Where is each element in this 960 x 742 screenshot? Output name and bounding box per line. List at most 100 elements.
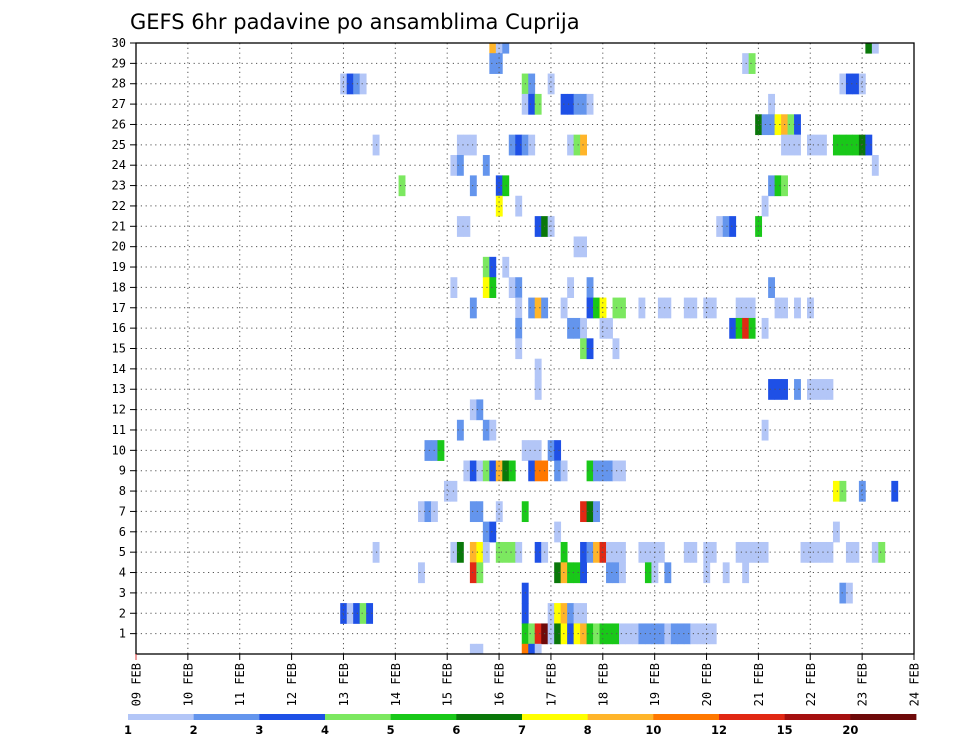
x-tick-label: 14 FEB <box>389 663 403 706</box>
heatmap-cell <box>845 541 853 563</box>
heatmap-cell <box>612 541 620 563</box>
y-tick-label: 5 <box>119 545 126 559</box>
y-tick-label: 22 <box>112 199 126 213</box>
colorbar-label: 15 <box>777 723 793 737</box>
heatmap-cell <box>469 134 477 156</box>
heatmap-cell <box>748 317 756 339</box>
x-tick-label: 13 FEB <box>337 663 351 706</box>
y-tick-label: 3 <box>119 586 126 600</box>
heatmap-cell <box>813 379 821 400</box>
heatmap-cell <box>768 175 776 197</box>
heatmap-cell <box>858 480 866 502</box>
y-tick-label: 19 <box>112 260 126 274</box>
heatmap-cell <box>768 114 776 136</box>
x-tick-label: 22 FEB <box>804 663 818 706</box>
x-tick-label: 15 FEB <box>441 663 455 706</box>
heatmap-cell <box>495 195 503 217</box>
heatmap-cell <box>456 419 464 441</box>
y-tick-label: 29 <box>112 56 126 70</box>
heatmap-cell <box>424 440 432 461</box>
heatmap-cell <box>683 541 691 563</box>
heatmap-cell <box>463 134 471 156</box>
heatmap-cell <box>748 53 756 74</box>
heatmap-cell <box>644 623 652 645</box>
x-tick-label: 23 FEB <box>856 663 870 706</box>
heatmap-cell <box>469 562 477 584</box>
heatmap-cell <box>463 460 471 482</box>
y-tick-label: 1 <box>119 627 126 641</box>
heatmap-cell <box>683 297 691 319</box>
heatmap-cell <box>456 155 464 176</box>
heatmap-cell <box>748 541 756 563</box>
x-tick-label: 18 FEB <box>596 663 610 706</box>
x-axis: 09 FEB 10 FEB 11 FEB 12 FEB 13 FEB 14 FEB 15 F… <box>130 654 922 706</box>
heatmap-cell <box>606 317 613 339</box>
heatmap-cells <box>340 43 899 655</box>
heatmap-cell <box>515 317 523 339</box>
heatmap-cell <box>567 134 575 156</box>
y-tick-label: 9 <box>119 464 126 478</box>
heatmap-cell <box>878 541 886 563</box>
heatmap-cell <box>845 73 853 95</box>
x-tick-label: 20 FEB <box>700 663 714 706</box>
heatmap-cell <box>612 297 620 319</box>
heatmap-cell <box>664 623 672 645</box>
colorbar-label: 2 <box>190 723 198 737</box>
heatmap-cell <box>476 541 484 563</box>
colorbar-label: 10 <box>645 723 661 737</box>
y-tick-label: 26 <box>112 117 126 131</box>
heatmap-cell <box>554 623 562 645</box>
heatmap-cell <box>554 521 562 543</box>
heatmap-cell <box>534 643 542 655</box>
heatmap-cell <box>573 623 581 645</box>
heatmap-cell <box>774 114 782 136</box>
heatmap-cell <box>845 582 853 604</box>
y-tick-label: 11 <box>112 423 126 437</box>
heatmap-cell <box>528 623 536 645</box>
heatmap-cell <box>586 501 594 523</box>
heatmap-cell <box>716 216 724 237</box>
heatmap-cell <box>521 643 529 655</box>
heatmap-cell <box>437 440 445 461</box>
heatmap-cell <box>554 460 562 482</box>
heatmap-cell <box>528 297 536 319</box>
heatmap-cell <box>528 460 536 482</box>
heatmap-cell <box>528 93 536 115</box>
heatmap-cell <box>482 277 490 298</box>
heatmap-cell <box>619 541 626 563</box>
heatmap-cell <box>865 134 873 156</box>
heatmap-cell <box>735 317 743 339</box>
heatmap-cell <box>418 501 425 523</box>
colorbar-label: 8 <box>584 723 592 737</box>
heatmap-cell <box>593 623 600 645</box>
heatmap-cell <box>774 175 782 197</box>
heatmap-cell <box>787 134 795 156</box>
heatmap-cell <box>567 562 575 584</box>
y-tick-label: 2 <box>119 606 126 620</box>
heatmap-cell <box>534 440 542 461</box>
heatmap-cell <box>748 297 756 319</box>
colorbar-label: 6 <box>452 723 460 737</box>
heatmap-cell <box>593 297 600 319</box>
heatmap-cell <box>534 623 542 645</box>
heatmap-cell <box>794 379 801 400</box>
heatmap-cell <box>476 643 484 655</box>
heatmap-cell <box>534 358 542 380</box>
heatmap-cell <box>489 256 497 278</box>
heatmap-cell <box>469 399 477 421</box>
heatmap-cell <box>469 501 477 523</box>
heatmap-cell <box>528 134 536 156</box>
heatmap-cell <box>709 297 717 319</box>
x-tick-label: 12 FEB <box>285 663 299 706</box>
heatmap-cell <box>489 521 497 543</box>
heatmap-cell <box>534 460 542 482</box>
heatmap-cell <box>573 236 581 258</box>
heatmap-cell <box>703 562 711 584</box>
heatmap-cell <box>586 297 594 319</box>
heatmap-cell <box>495 501 503 523</box>
heatmap-cell <box>794 297 801 319</box>
heatmap-cell <box>554 440 562 461</box>
y-tick-label: 20 <box>112 240 126 254</box>
heatmap-cell <box>469 643 477 655</box>
colorbar-label: 5 <box>387 723 395 737</box>
